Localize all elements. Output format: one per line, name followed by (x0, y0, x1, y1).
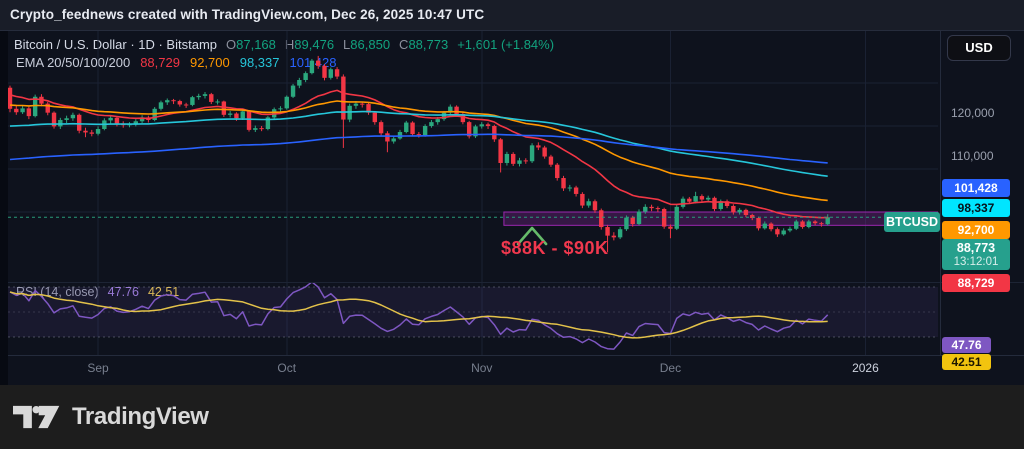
time-label-Nov: Nov (471, 361, 493, 375)
current-price-label: 88,773 13:12:01 (942, 239, 1010, 270)
rsi-legend[interactable]: RSI (14, close) 47.76 42.51 (16, 285, 179, 299)
open-label: O (226, 37, 237, 52)
current-price-value: 88,773 (956, 241, 996, 255)
footer-bar: TradingView (0, 385, 1024, 449)
time-label-Oct: Oct (277, 361, 297, 375)
low-label: L (343, 37, 351, 52)
time-label-Dec: Dec (659, 361, 682, 375)
symbol-tag: BTCUSD (884, 212, 940, 232)
high-label: H (284, 37, 295, 52)
price-label-101,428: 101,428 (942, 179, 1010, 197)
time-label-Sep: Sep (87, 361, 109, 375)
price-label-92,700: 92,700 (942, 221, 1010, 239)
tradingview-wordmark[interactable]: TradingView (72, 403, 209, 430)
ema100-value: 98,337 (239, 55, 280, 70)
price-tick-110,000: 110,000 (951, 149, 994, 163)
attribution-bar: Crypto_feednews created with TradingView… (0, 0, 1024, 30)
price-label-88,729: 88,729 (942, 274, 1010, 292)
ema-label: EMA 20/50/100/200 (16, 55, 131, 70)
ema-legend[interactable]: EMA 20/50/100/200 88,729 92,700 98,337 101,4… (16, 55, 337, 70)
rsi-label: RSI (14, close) (16, 285, 99, 299)
close-value: 88,773 (408, 37, 449, 52)
rsi-signal-value: 42.51 (147, 285, 180, 299)
symbol-title: Bitcoin / U.S. Dollar · 1D · Bitstamp (14, 37, 217, 52)
low-value: 86,850 (350, 37, 391, 52)
usd-button[interactable]: USD (947, 35, 1011, 61)
rsi-value-label: 47.76 (942, 337, 991, 353)
chart-widget[interactable] (8, 30, 1024, 385)
time-label-2026: 2026 (852, 361, 879, 375)
rsi-value: 47.76 (107, 285, 139, 299)
ema50-value: 92,700 (189, 55, 230, 70)
high-value: 89,476 (294, 37, 335, 52)
open-value: 87,168 (236, 37, 276, 52)
price-scale[interactable]: USD 120,000 110,000 101,428 98,337 92,700 88… (940, 30, 1024, 385)
price-tick-120,000: 120,000 (951, 106, 995, 120)
close-label: C (399, 37, 409, 52)
change-value: +1,601 (+1.84%) (457, 37, 555, 52)
annotation-text: $88K - $90K (501, 238, 609, 258)
symbol-legend[interactable]: Bitcoin / U.S. Dollar · 1D · Bitstamp O87… (14, 37, 554, 52)
bar-countdown: 13:12:01 (953, 256, 999, 268)
attribution-text: Crypto_feednews created with TradingView… (10, 7, 485, 22)
ema200-value: 101,428 (289, 55, 337, 70)
price-label-98,337: 98,337 (942, 199, 1010, 217)
time-axis[interactable]: Sep Oct Nov Dec 2026 (8, 356, 1024, 383)
tradingview-logo-icon[interactable] (13, 402, 61, 432)
rsi-signal-label: 42.51 (942, 354, 991, 370)
ema20-value: 88,729 (140, 55, 180, 70)
